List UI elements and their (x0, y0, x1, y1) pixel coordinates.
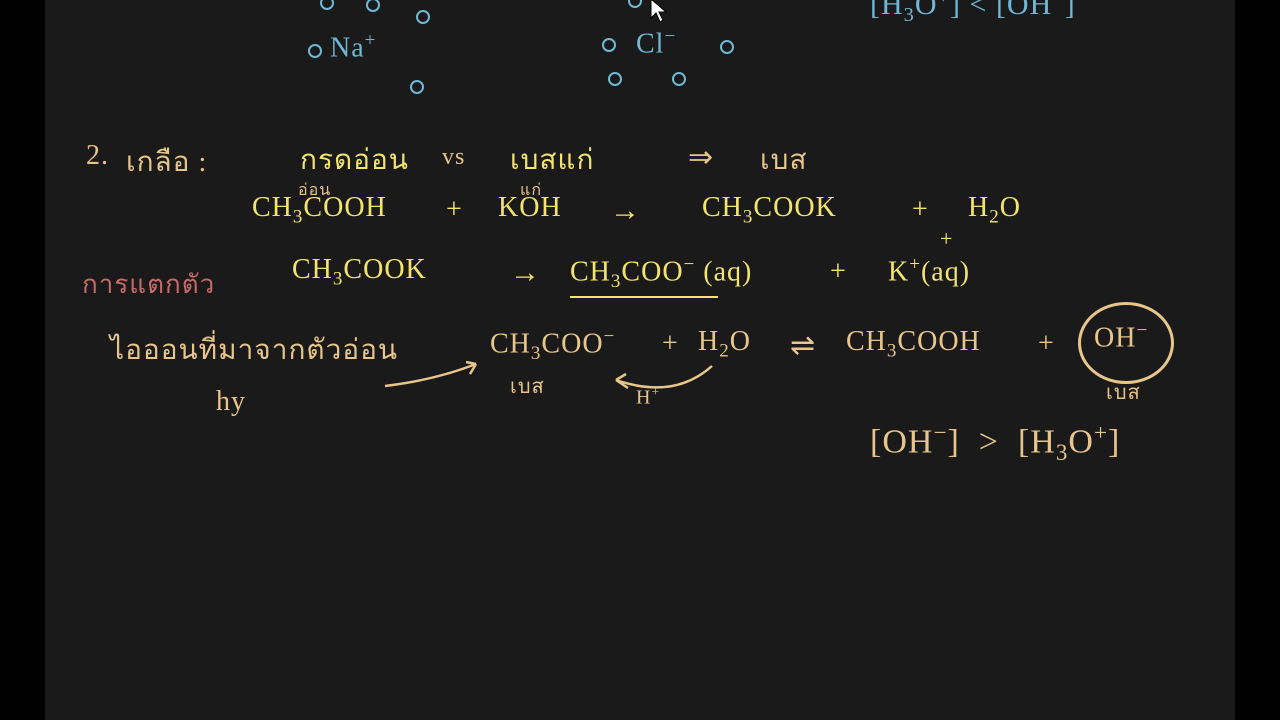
eq2-acetate: CH3COO− (aq) (570, 254, 752, 293)
dissociation-label: การแตกตัว (82, 264, 215, 305)
eq3-ch3cooh: CH3COOH (846, 326, 981, 363)
inequality: [OH−] > [H3O+] (870, 420, 1120, 467)
salt-label: เกลือ : (126, 140, 207, 184)
eq1-h2o: H2O (968, 192, 1021, 229)
eq2-plus: + (830, 256, 847, 288)
eq1-ch3cooh: CH3COOH (252, 192, 387, 229)
na-ion: Na+ (330, 30, 376, 64)
result-base: เบส (760, 138, 807, 182)
arrow-to-acetate (380, 356, 490, 396)
h-transfer-arrow (604, 360, 724, 404)
eq3-acetate-sub: เบส (510, 370, 545, 402)
eq1-arrow: → (610, 194, 641, 228)
acetate-underline (570, 296, 718, 298)
h-plus-label: H+ (636, 384, 660, 410)
vs: vs (442, 144, 465, 171)
water-circle (366, 0, 380, 12)
arrow-implies: ⇒ (688, 140, 714, 175)
na-charge: + (365, 30, 377, 51)
strong-base: เบสแก่ (510, 138, 594, 182)
water-circle (308, 44, 322, 58)
top-corner-fragment: [H3O+] < [OH−] (870, 0, 1076, 27)
ion-from-weak: ไอออนที่มาจากตัวอ่อน (110, 328, 398, 372)
eq1-plus2: + (912, 194, 929, 226)
eq3-h2o: H2O (698, 326, 751, 363)
water-circle (608, 72, 622, 86)
cl-charge: − (664, 26, 676, 47)
chalkboard: [H3O+] < [OH−] Na+ Cl− 2. เกลือ : กรดอ่อ… (0, 0, 1280, 720)
eq3-acetate: CH3COO− (490, 326, 615, 365)
eq2-arrow: → (510, 256, 541, 290)
eq3-oh: OH− (1094, 320, 1148, 354)
cl-label: Cl (636, 28, 664, 59)
water-circle (628, 0, 642, 8)
eq1-koh: KOH (498, 192, 562, 224)
eq3-oh-sub: เบส (1106, 376, 1141, 408)
water-circle (416, 10, 430, 24)
water-circle (320, 0, 334, 10)
water-circle (602, 38, 616, 52)
item-number: 2. (86, 140, 109, 172)
na-label: Na (330, 32, 365, 63)
eq1-plus1: + (446, 194, 463, 226)
hy-label: hy (216, 386, 246, 418)
water-circle (720, 40, 734, 54)
weak-acid: กรดอ่อน (300, 138, 409, 182)
eq3-plus2: + (1038, 328, 1055, 360)
eq3-equil: ⇌ (790, 328, 816, 363)
water-circle (672, 72, 686, 86)
water-circle (410, 80, 424, 94)
eq2-ch3cook: CH3COOK (292, 254, 427, 291)
eq3-plus1: + (662, 328, 679, 360)
letterbox-right (1235, 0, 1280, 720)
letterbox-left (0, 0, 45, 720)
cl-ion: Cl− (636, 26, 676, 60)
k-charge: + (940, 226, 953, 252)
eq1-ch3cook: CH3COOK (702, 192, 837, 229)
eq2-k: K+(aq) (888, 254, 970, 288)
